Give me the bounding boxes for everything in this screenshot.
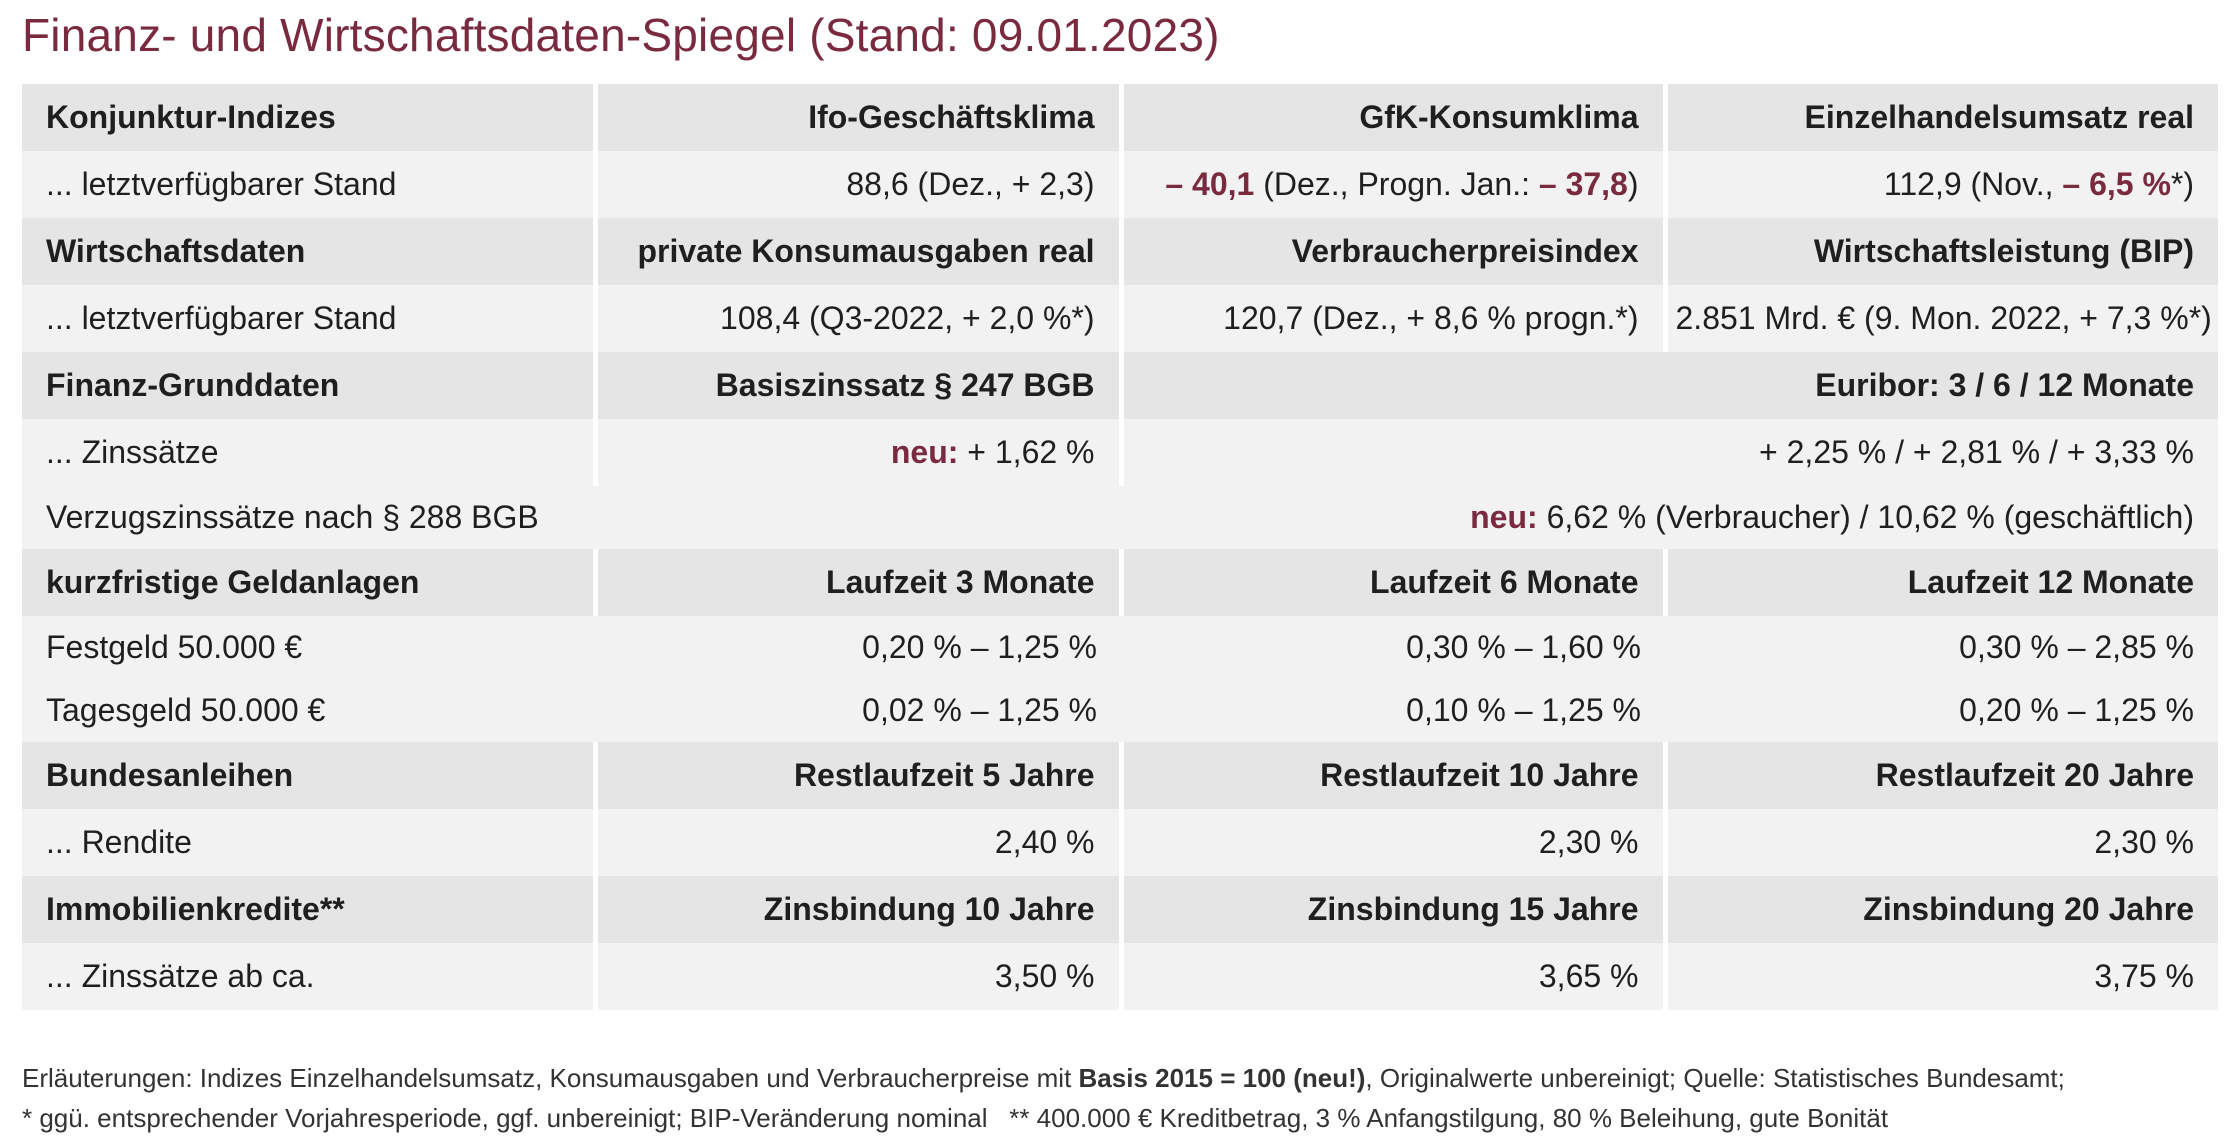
table-cell: 0,20 % – 1,25 % [595, 616, 1121, 679]
new-label: neu: [890, 434, 959, 470]
table-cell: 0,02 % – 1,25 % [595, 679, 1121, 742]
table-cell: 0,10 % – 1,25 % [1121, 679, 1665, 742]
gfk-value-cell: – 40,1 (Dez., Progn. Jan.: – 37,8) [1118, 151, 1665, 218]
section-label: Bundesanleihen [22, 742, 595, 809]
header-row-immobilienkredite: Immobilienkredite** Zinsbindung 10 Jahre… [22, 876, 2218, 943]
page-title: Finanz- und Wirtschaftsdaten-Spiegel (St… [22, 9, 1220, 61]
table-row: ... letztverfügbarer Stand 108,4 (Q3-202… [22, 285, 2218, 352]
table-row: ... Zinssätze ab ca. 3,50 % 3,65 % 3,75 … [22, 943, 2218, 1010]
table-row: Festgeld 50.000 € 0,20 % – 1,25 % 0,30 %… [22, 616, 2218, 679]
section-label: kurzfristige Geldanlagen [22, 549, 595, 616]
column-header: GfK-Konsumklima [1118, 84, 1665, 151]
table-row: ... Zinssätze neu: + 1,62 % + 2,25 % / +… [22, 419, 2218, 486]
row-label: ... Zinssätze ab ca. [22, 943, 595, 1010]
footnote-text: Erläuterungen: Indizes Einzelhandelsumsa… [22, 1063, 1079, 1093]
retail-change: – 6,5 % [2062, 166, 2171, 202]
table-cell: 3,75 % [1662, 943, 2218, 1010]
footnote-text: , Originalwerte unbereinigt; Quelle: Sta… [1365, 1063, 2065, 1093]
column-header: Verbraucherpreisindex [1118, 218, 1665, 285]
column-header: Basiszinssatz § 247 BGB [592, 352, 1121, 419]
table-row: ... Rendite 2,40 % 2,30 % 2,30 % [22, 809, 2218, 876]
header-row-finanz: Finanz-Grunddaten Basiszinssatz § 247 BG… [22, 352, 2218, 419]
retail-value: 112,9 (Nov., [1883, 166, 2063, 202]
table-cell: 2,30 % [1118, 809, 1665, 876]
header-row-wirtschaft: Wirtschaftsdaten private Konsumausgaben … [22, 218, 2218, 285]
new-label: neu: [1470, 499, 1538, 535]
section-label: Wirtschaftsdaten [22, 218, 595, 285]
table-cell: 0,20 % – 1,25 % [1665, 679, 2218, 742]
row-label: ... letztverfügbarer Stand [22, 285, 595, 352]
column-header: Restlaufzeit 10 Jahre [1118, 742, 1665, 809]
column-header: Restlaufzeit 20 Jahre [1662, 742, 2218, 809]
gdp-value: 2.851 Mrd. € (9. Mon. 2022, + 7,3 %*) [1662, 285, 2218, 352]
column-header: Laufzeit 12 Monate [1662, 549, 2218, 616]
default-rate-cell: neu: 6,62 % (Verbraucher) / 10,62 % (ges… [595, 486, 2218, 549]
row-label: ... letztverfügbarer Stand [22, 151, 595, 218]
section-label: Finanz-Grunddaten [22, 352, 595, 419]
row-label: Verzugszinssätze nach § 288 BGB [22, 486, 595, 549]
base-rate-value: + 1,62 % [958, 434, 1095, 470]
footnote: Erläuterungen: Indizes Einzelhandelsumsa… [22, 1058, 2065, 1138]
table-row: Verzugszinssätze nach § 288 BGB neu: 6,6… [22, 486, 2218, 549]
row-label: ... Rendite [22, 809, 595, 876]
section-label: Konjunktur-Indizes [22, 84, 595, 151]
gfk-forecast: – 37,8 [1538, 166, 1628, 202]
ifo-value: 88,6 (Dez., + 2,3) [592, 151, 1121, 218]
column-header: Euribor: 3 / 6 / 12 Monate [1118, 352, 2218, 419]
gfk-mid-text: (Dez., Progn. Jan.: [1254, 166, 1539, 202]
default-rate-value: 6,62 % (Verbraucher) / 10,62 % (geschäft… [1537, 499, 2194, 535]
retail-value-cell: 112,9 (Nov., – 6,5 %*) [1662, 151, 2218, 218]
footnote-bold: Basis 2015 = 100 (neu!) [1078, 1063, 1366, 1093]
column-header: Restlaufzeit 5 Jahre [592, 742, 1121, 809]
row-label: Festgeld 50.000 € [22, 616, 595, 679]
retail-close: *) [2170, 166, 2194, 202]
row-label: ... Zinssätze [22, 419, 595, 486]
column-header: Einzelhandelsumsatz real [1662, 84, 2218, 151]
table-row: ... letztverfügbarer Stand 88,6 (Dez., +… [22, 151, 2218, 218]
row-label: Tagesgeld 50.000 € [22, 679, 595, 742]
euribor-value: + 2,25 % / + 2,81 % / + 3,33 % [1118, 419, 2218, 486]
header-row-geldanlagen: kurzfristige Geldanlagen Laufzeit 3 Mona… [22, 549, 2218, 616]
table-cell: 3,50 % [592, 943, 1121, 1010]
finance-data-table: Konjunktur-Indizes Ifo-Geschäftsklima Gf… [22, 84, 2218, 1010]
footnote-line-1: Erläuterungen: Indizes Einzelhandelsumsa… [22, 1058, 2065, 1098]
column-header: Zinsbindung 10 Jahre [592, 876, 1121, 943]
gfk-close: ) [1627, 166, 1639, 202]
table-cell: 0,30 % – 1,60 % [1121, 616, 1665, 679]
column-header: Zinsbindung 20 Jahre [1662, 876, 2218, 943]
table-cell: 2,30 % [1662, 809, 2218, 876]
gfk-value: – 40,1 [1165, 166, 1255, 202]
column-header: private Konsumausgaben real [592, 218, 1121, 285]
table-cell: 2,40 % [592, 809, 1121, 876]
column-header: Ifo-Geschäftsklima [592, 84, 1121, 151]
table-cell: 0,30 % – 2,85 % [1665, 616, 2218, 679]
cpi-value: 120,7 (Dez., + 8,6 % progn.*) [1118, 285, 1665, 352]
footnote-line-2: * ggü. entsprechender Vorjahresperiode, … [22, 1103, 1889, 1133]
header-row-bundesanleihen: Bundesanleihen Restlaufzeit 5 Jahre Rest… [22, 742, 2218, 809]
column-header: Zinsbindung 15 Jahre [1118, 876, 1665, 943]
table-cell: 3,65 % [1118, 943, 1665, 1010]
base-rate-cell: neu: + 1,62 % [592, 419, 1121, 486]
column-header: Laufzeit 3 Monate [592, 549, 1121, 616]
header-row-konjunktur: Konjunktur-Indizes Ifo-Geschäftsklima Gf… [22, 84, 2218, 151]
section-label: Immobilienkredite** [22, 876, 595, 943]
column-header: Laufzeit 6 Monate [1118, 549, 1665, 616]
table-row: Tagesgeld 50.000 € 0,02 % – 1,25 % 0,10 … [22, 679, 2218, 742]
consumption-value: 108,4 (Q3-2022, + 2,0 %*) [592, 285, 1121, 352]
column-header: Wirtschaftsleistung (BIP) [1662, 218, 2218, 285]
